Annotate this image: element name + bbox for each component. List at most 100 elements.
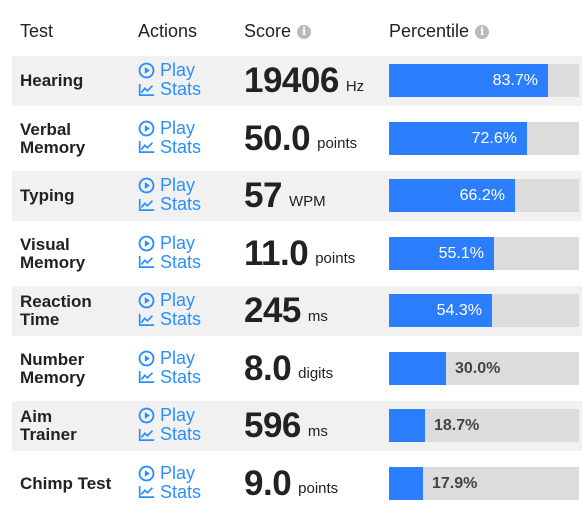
percentile-label: 55.1% [438, 244, 484, 262]
stats-label: Stats [160, 194, 202, 214]
play-label: Play [160, 232, 196, 253]
row-actions: Play Stats [138, 290, 228, 329]
chart-line-icon [138, 83, 155, 96]
score: 596 ms [244, 401, 328, 451]
play-link[interactable]: Play [138, 175, 228, 195]
table-row: Typing Play Stats 57 WPM 66.2% [12, 171, 582, 221]
score: 8.0 digits [244, 344, 333, 394]
chart-line-icon [138, 486, 155, 498]
row-actions: Play Stats [138, 348, 228, 387]
score-unit: ms [307, 422, 328, 440]
play-label: Play [160, 405, 196, 425]
row-actions: Play Stats [138, 118, 228, 157]
stats-link[interactable]: Stats [138, 252, 228, 272]
stats-link[interactable]: Stats [138, 136, 228, 157]
percentile-bar: 54.3% [389, 294, 579, 327]
test-name-line-2: Memory [20, 137, 86, 157]
test-name-line-1: Typing [20, 186, 75, 205]
stats-label: Stats [160, 366, 202, 387]
play-link[interactable]: Play [138, 405, 228, 425]
percentile-bar-fill [389, 179, 515, 212]
score-value: 57 [244, 176, 282, 215]
stats-label: Stats [160, 136, 202, 157]
test-name-line-1: Aim [20, 407, 53, 426]
test-name-line-1: Hearing [20, 71, 84, 90]
table-header: Test Actions Score i Percentile i [0, 0, 582, 57]
score-value: 8.0 [244, 348, 292, 388]
score-info-icon[interactable]: i [297, 24, 312, 39]
test-name: Aim Trainer [20, 401, 130, 451]
score-value: 50.0 [244, 118, 311, 158]
column-header-score-label: Score [244, 21, 292, 41]
chart-line-icon [138, 313, 155, 326]
score-value: 11.0 [244, 233, 309, 273]
test-name: Number Memory [20, 344, 130, 394]
test-name-text: Visual Memory [20, 235, 85, 272]
scores-table: Test Actions Score i Percentile i Hearin… [0, 0, 582, 503]
chart-line-icon [138, 141, 155, 153]
score-value: 19406 [244, 61, 339, 100]
play-link[interactable]: Play [138, 60, 228, 80]
test-name-line-1: Number [20, 349, 85, 369]
column-header-score: Score i [244, 21, 312, 42]
percentile-bar: 17.9% [389, 466, 579, 500]
play-link[interactable]: Play [138, 348, 228, 368]
stats-link[interactable]: Stats [138, 309, 228, 329]
percentile-label: 18.7% [434, 417, 480, 434]
stats-link[interactable]: Stats [138, 79, 228, 99]
row-actions: Play Stats [138, 232, 228, 272]
test-name-line-1: Verbal [20, 119, 72, 139]
score-value: 245 [244, 291, 301, 330]
play-link[interactable]: Play [138, 232, 228, 253]
play-link[interactable]: Play [138, 463, 228, 483]
play-link[interactable]: Play [138, 290, 228, 310]
column-header-actions-label: Actions [138, 21, 198, 41]
percentile-bar: 83.7% [389, 64, 579, 97]
test-name-text: Typing [20, 187, 74, 205]
play-label: Play [160, 60, 196, 80]
percentile-bar: 18.7% [389, 409, 579, 442]
score: 9.0 points [244, 459, 338, 509]
table-row: Chimp Test Play Stats 9.0 points 17.9% [12, 459, 582, 509]
score-value: 9.0 [244, 463, 292, 503]
score-unit: digits [298, 365, 334, 382]
percentile-label: 72.6% [471, 129, 517, 147]
percentile-label: 17.9% [432, 474, 478, 492]
play-icon [138, 177, 155, 194]
score-value: 596 [244, 406, 301, 445]
score-unit: WPM [288, 192, 326, 210]
percentile-bar: 55.1% [389, 236, 579, 270]
test-name: Visual Memory [20, 229, 130, 279]
stats-link[interactable]: Stats [138, 424, 228, 444]
test-name-text: Aim Trainer [20, 408, 77, 444]
score-unit: points [298, 480, 339, 497]
percentile-info-icon[interactable]: i [475, 24, 490, 39]
stats-label: Stats [160, 79, 202, 99]
chart-line-icon [138, 256, 155, 268]
test-name: Hearing [20, 56, 130, 106]
score: 245 ms [244, 286, 328, 336]
percentile-bar-fill [389, 236, 494, 270]
table-row: Hearing Play Stats 19406 Hz 83.7% [12, 56, 582, 106]
percentile-bar: 66.2% [389, 179, 579, 212]
row-actions: Play Stats [138, 175, 228, 214]
play-label: Play [160, 290, 196, 310]
test-name-text: Number Memory [20, 349, 85, 387]
score-unit: ms [307, 307, 328, 325]
chart-line-icon [138, 198, 155, 211]
test-name-line-2: Time [20, 310, 60, 329]
test-name-text: Hearing [20, 72, 83, 90]
stats-link[interactable]: Stats [138, 366, 228, 387]
play-link[interactable]: Play [138, 118, 228, 138]
row-actions: Play Stats [138, 463, 228, 502]
stats-link[interactable]: Stats [138, 194, 228, 214]
percentile-label: 30.0% [455, 359, 501, 377]
percentile-bar-fill [389, 409, 425, 442]
test-name: Chimp Test [20, 459, 130, 509]
percentile-bar-fill [389, 64, 548, 97]
table-row: Visual Memory Play Stats 11.0 points 55.1% [12, 229, 582, 279]
play-label: Play [160, 175, 196, 195]
stats-link[interactable]: Stats [138, 482, 228, 502]
table-row: Reaction Time Play Stats 245 ms 54.3% [12, 286, 582, 336]
table-row: Verbal Memory Play Stats 50.0 points 72.6% [12, 114, 582, 164]
